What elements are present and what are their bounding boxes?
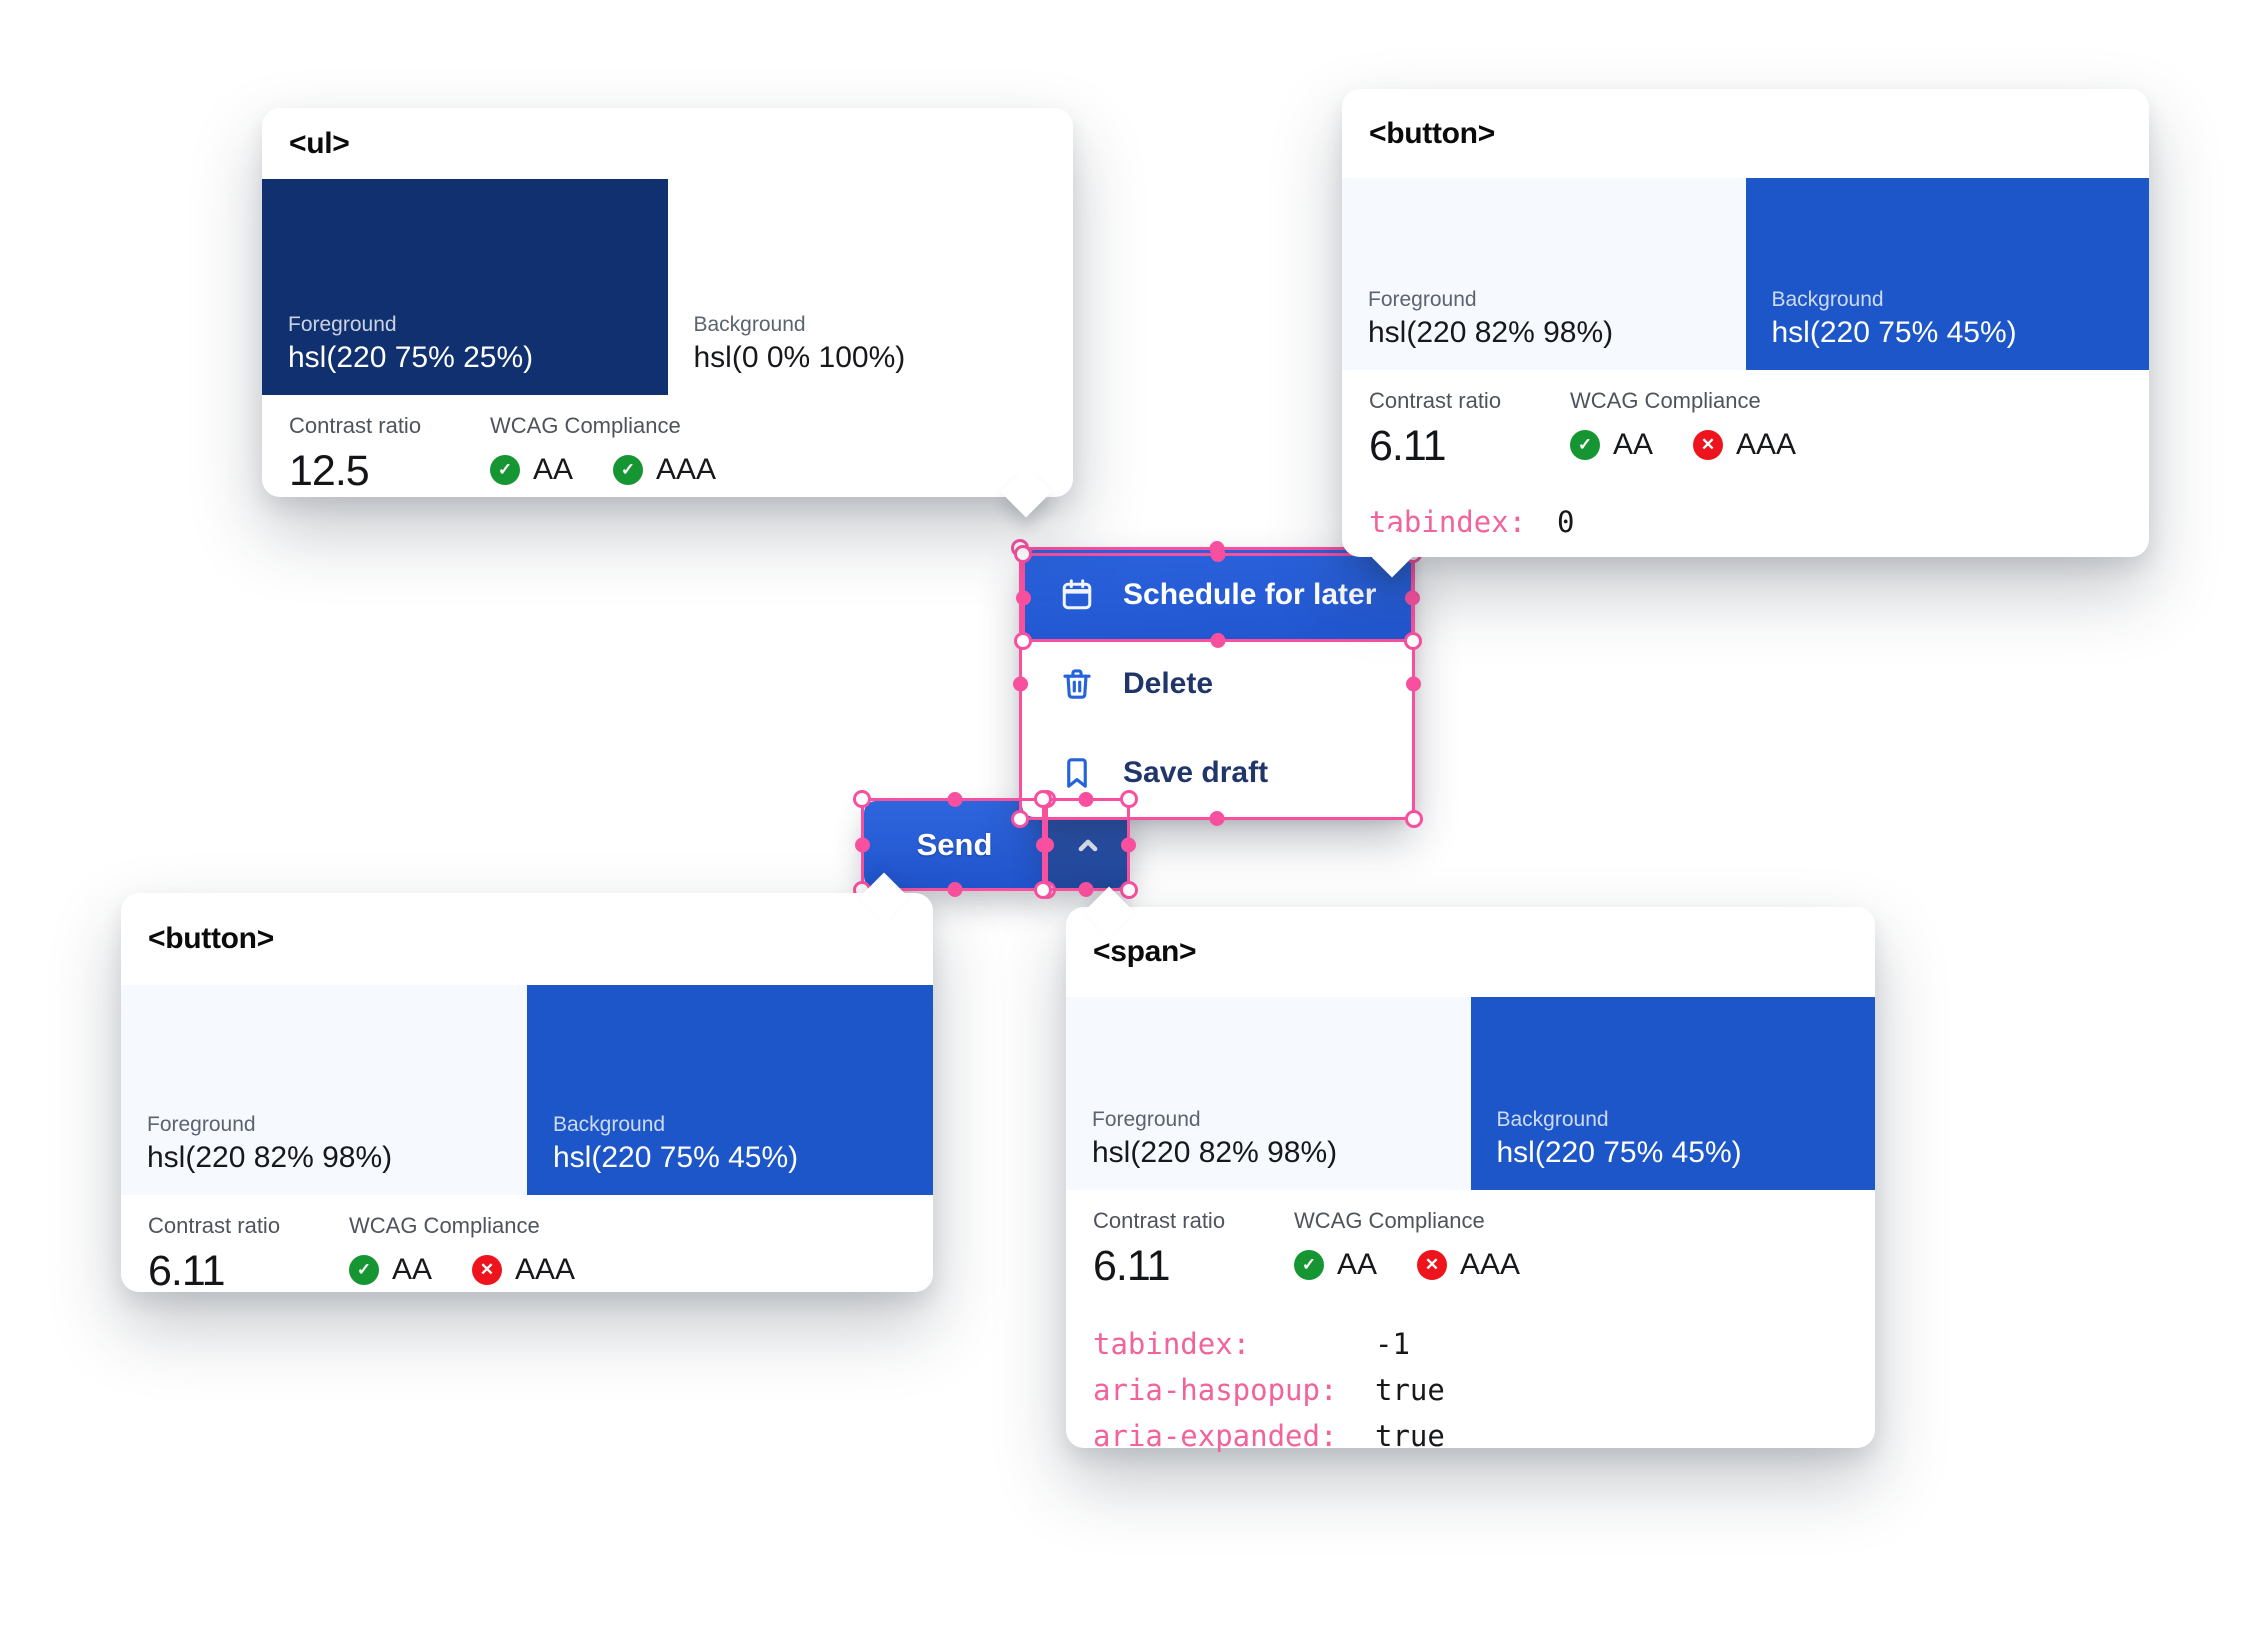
wcag-compliance: WCAG Compliance ✓ AA ✕ AAA xyxy=(1570,388,1797,462)
menu-item-save-draft[interactable]: Save draft xyxy=(1022,728,1414,817)
x-icon: ✕ xyxy=(1693,430,1724,460)
resize-handle[interactable] xyxy=(1121,837,1136,852)
check-icon: ✓ xyxy=(490,455,520,485)
background-swatch: Background hsl(220 75% 45%) xyxy=(1470,997,1875,1190)
menu-item-label: Schedule for later xyxy=(1123,577,1377,611)
attribute-row: tabindex: 0 xyxy=(1369,505,1575,539)
contrast-ratio: Contrast ratio 6.11 xyxy=(148,1213,281,1295)
resize-handle[interactable] xyxy=(1011,810,1029,828)
wcag-aaa-badge: ✓ AAA xyxy=(613,453,716,487)
dropdown-menu: Schedule for later Delete Save draft xyxy=(1022,550,1414,817)
background-swatch: Background hsl(0 0% 100%) xyxy=(667,179,1073,395)
check-icon: ✓ xyxy=(613,455,644,485)
contrast-ratio: Contrast ratio 6.11 xyxy=(1369,388,1502,470)
wcag-aaa-badge: ✕ AAA xyxy=(1693,428,1796,462)
background-swatch: Background hsl(220 75% 45%) xyxy=(1745,178,2149,370)
swatch-row: Foreground hsl(220 82% 98%) Background h… xyxy=(121,985,933,1195)
calendar-icon xyxy=(1059,577,1095,613)
send-button-label: Send xyxy=(916,826,993,862)
resize-handle[interactable] xyxy=(1209,811,1225,826)
resize-handle[interactable] xyxy=(1405,590,1420,605)
trash-icon xyxy=(1059,666,1095,702)
background-swatch: Background hsl(220 75% 45%) xyxy=(527,985,933,1195)
bookmark-icon xyxy=(1059,755,1095,791)
resize-handle[interactable] xyxy=(1406,676,1421,691)
wcag-aa-badge: ✓ AA xyxy=(1294,1248,1377,1282)
wcag-aa-badge: ✓ AA xyxy=(1570,428,1653,462)
contrast-info: Contrast ratio 6.11 WCAG Compliance ✓ AA… xyxy=(121,1195,933,1296)
resize-handle[interactable] xyxy=(1404,632,1422,650)
check-icon: ✓ xyxy=(1570,430,1600,460)
menu-item-label: Delete xyxy=(1123,666,1214,700)
contrast-card-span: <span> Foreground hsl(220 82% 98%) Backg… xyxy=(1066,886,1875,1453)
foreground-swatch: Foreground hsl(220 82% 98%) xyxy=(1066,997,1471,1190)
selection-overlay-selected-item xyxy=(1014,545,1422,650)
chevron-up-icon xyxy=(1071,828,1105,862)
resize-handle[interactable] xyxy=(1210,547,1226,562)
resize-handle[interactable] xyxy=(1120,881,1138,899)
attribute-list: tabindex: 0 xyxy=(1342,471,2149,545)
resize-handle[interactable] xyxy=(1013,676,1028,691)
element-tag: <ul> xyxy=(289,126,350,160)
attribute-list: tabindex: -1 aria-haspopup: true aria-ex… xyxy=(1066,1291,1875,1459)
foreground-swatch: Foreground hsl(220 82% 98%) xyxy=(1342,178,1746,370)
attribute-row: aria-expanded: true xyxy=(1093,1419,1445,1453)
contrast-card-ul: <ul> Foreground hsl(220 75% 25%) Backgro… xyxy=(262,108,1073,518)
wcag-aa-badge: ✓ AA xyxy=(349,1253,432,1287)
x-icon: ✕ xyxy=(1417,1250,1448,1280)
foreground-swatch: Foreground hsl(220 75% 25%) xyxy=(262,179,668,395)
contrast-ratio: Contrast ratio 6.11 xyxy=(1093,1208,1226,1290)
element-tag: <button> xyxy=(148,922,274,955)
contrast-info: Contrast ratio 12.5 WCAG Compliance ✓ AA… xyxy=(262,395,1073,496)
wcag-compliance: WCAG Compliance ✓ AA ✓ AAA xyxy=(490,413,717,487)
swatch-row: Foreground hsl(220 75% 25%) Background h… xyxy=(262,179,1073,395)
wcag-aaa-badge: ✕ AAA xyxy=(472,1253,575,1287)
resize-handle[interactable] xyxy=(947,792,962,807)
attribute-row: tabindex: -1 xyxy=(1093,1327,1410,1361)
contrast-card-button-bottom: <button> Foreground hsl(220 82% 98%) Bac… xyxy=(121,872,933,1295)
element-tag: <button> xyxy=(1369,116,1495,150)
check-icon: ✓ xyxy=(1294,1250,1324,1280)
contrast-card-button-top: <button> Foreground hsl(220 82% 98%) Bac… xyxy=(1342,89,2149,578)
x-icon: ✕ xyxy=(472,1255,503,1285)
check-icon: ✓ xyxy=(349,1255,379,1285)
menu-item-schedule-for-later[interactable]: Schedule for later xyxy=(1022,550,1414,639)
menu-item-delete[interactable]: Delete xyxy=(1022,639,1414,728)
resize-handle[interactable] xyxy=(1014,632,1032,650)
contrast-info: Contrast ratio 6.11 WCAG Compliance ✓ AA… xyxy=(1342,370,2149,471)
attribute-row: aria-haspopup: true xyxy=(1093,1373,1445,1407)
resize-handle[interactable] xyxy=(853,790,871,808)
resize-handle[interactable] xyxy=(855,837,870,852)
resize-handle[interactable] xyxy=(1120,790,1138,808)
resize-handle[interactable] xyxy=(1034,790,1052,808)
menu-item-label: Save draft xyxy=(1123,755,1269,789)
wcag-compliance: WCAG Compliance ✓ AA ✕ AAA xyxy=(1294,1208,1521,1282)
resize-handle[interactable] xyxy=(1034,881,1052,899)
element-tag: <span> xyxy=(1093,935,1197,968)
resize-handle[interactable] xyxy=(1016,590,1031,605)
wcag-compliance: WCAG Compliance ✓ AA ✕ AAA xyxy=(349,1213,576,1287)
resize-handle[interactable] xyxy=(1210,633,1226,648)
selection-overlay-toggle-span xyxy=(1034,790,1138,899)
swatch-row: Foreground hsl(220 82% 98%) Background h… xyxy=(1066,997,1875,1190)
resize-handle[interactable] xyxy=(1036,837,1051,852)
swatch-row: Foreground hsl(220 82% 98%) Background h… xyxy=(1342,178,2149,370)
resize-handle[interactable] xyxy=(1078,792,1094,807)
wcag-aa-badge: ✓ AA xyxy=(490,453,573,487)
resize-handle[interactable] xyxy=(1014,545,1032,563)
resize-handle[interactable] xyxy=(947,882,962,897)
wcag-aaa-badge: ✕ AAA xyxy=(1417,1248,1520,1282)
contrast-ratio: Contrast ratio 12.5 xyxy=(289,413,422,495)
resize-handle[interactable] xyxy=(1405,810,1423,828)
foreground-swatch: Foreground hsl(220 82% 98%) xyxy=(121,985,527,1195)
contrast-info: Contrast ratio 6.11 WCAG Compliance ✓ AA… xyxy=(1066,1190,1875,1291)
resize-handle[interactable] xyxy=(1078,882,1094,897)
